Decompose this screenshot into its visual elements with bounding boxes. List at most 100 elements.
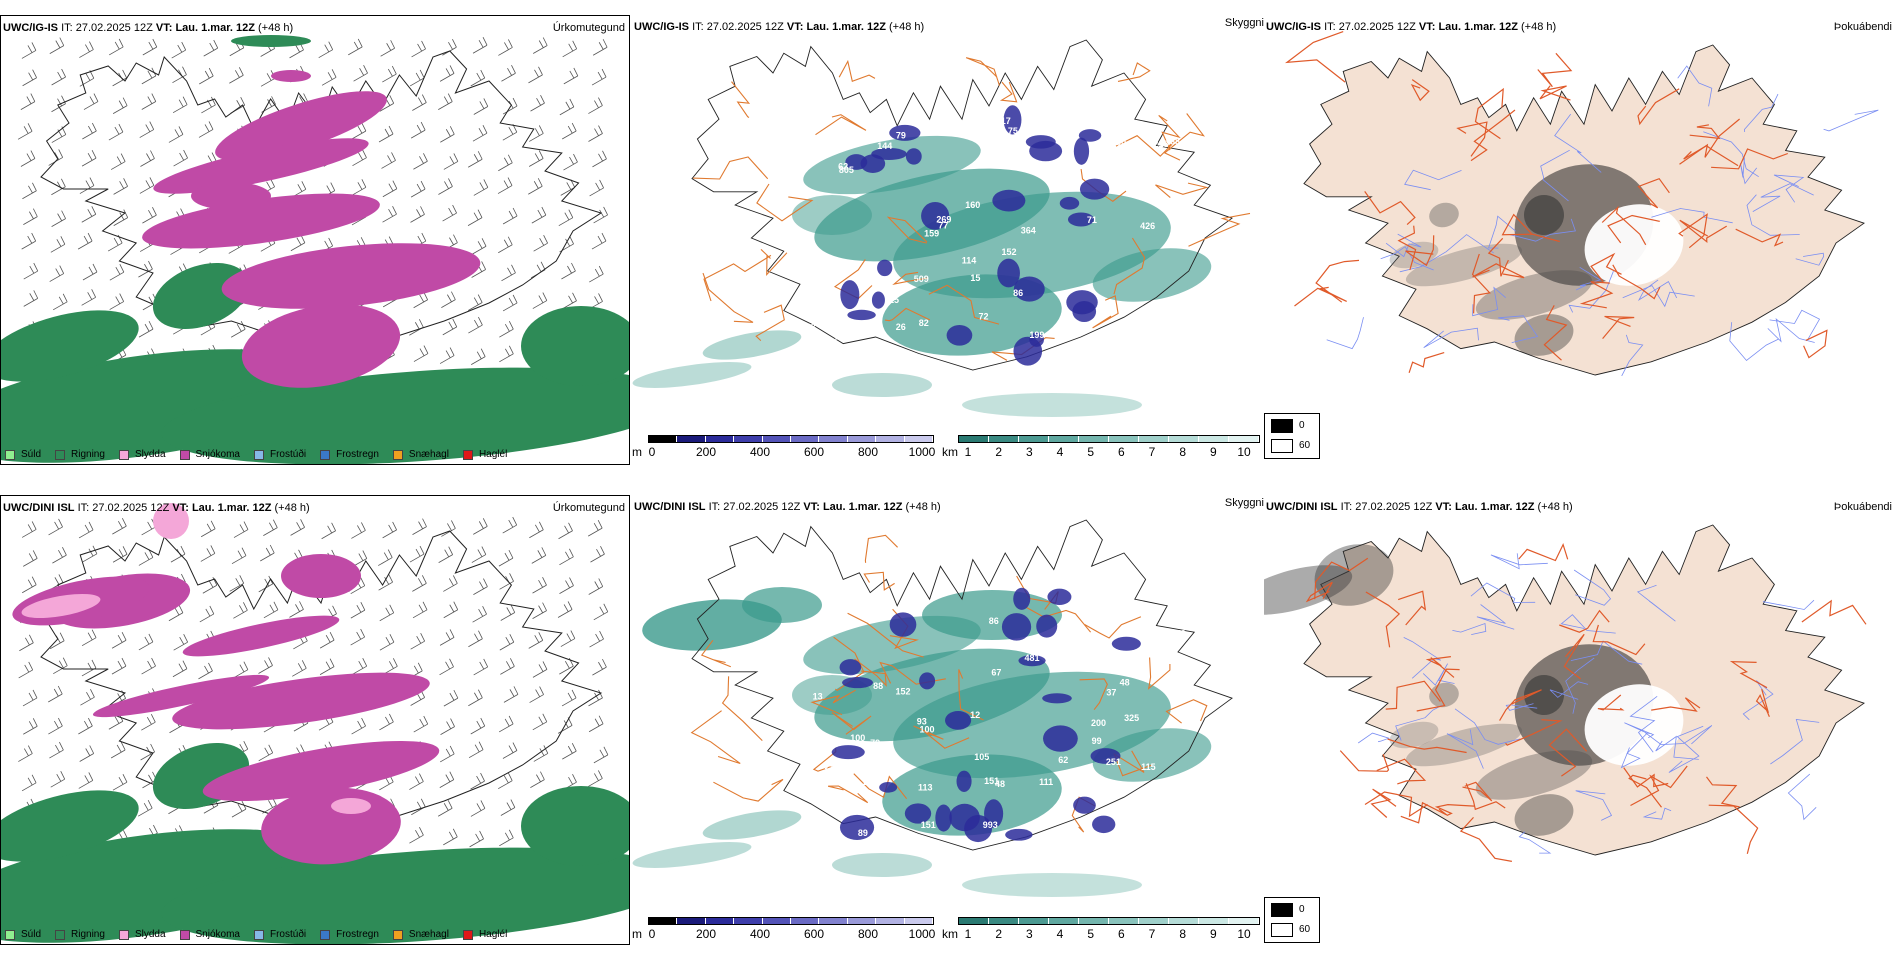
fog-legend-swatch <box>1271 439 1293 453</box>
altitude-label: 89 <box>858 828 868 838</box>
colorbar-tick: 2 <box>995 927 1002 941</box>
colorbar-tick: 4 <box>1056 927 1064 941</box>
altitude-label: 55 <box>893 758 903 768</box>
altitude-label: 12 <box>970 710 980 720</box>
altitude-label: 51 <box>1165 803 1175 813</box>
legend-label: Slydda <box>134 449 166 460</box>
legend-label: Frostúði <box>269 449 307 460</box>
altitude-label: 993 <box>983 820 998 830</box>
panel-header: UWC/DINI ISL IT: 27.02.2025 12Z VT: Lau.… <box>3 502 310 514</box>
precip-type-legend: Súld Rigning Slydda Snjókoma Frostúði Frostre… <box>5 929 521 940</box>
altitude-label: 100 <box>920 724 935 734</box>
legend-item: Frostúði <box>253 929 306 940</box>
colorbar-tick: 6 <box>1117 445 1125 459</box>
colorbar-tick: 7 <box>1148 927 1156 941</box>
colorbar-tick: 600 <box>803 445 825 459</box>
legend-swatch <box>462 449 473 460</box>
altitude-label: 23 <box>1020 149 1030 159</box>
panel-title-cloud: Skyggni <box>1224 497 1264 509</box>
altitude-label: 200 <box>1111 138 1126 148</box>
panel-header: UWC/IG-IS IT: 27.02.2025 12Z VT: Lau. 1.… <box>3 22 294 34</box>
precip-type-panel: UWC/IG-IS IT: 27.02.2025 12Z VT: Lau. 1.… <box>0 15 630 465</box>
fog-legend: 0 60 <box>1264 897 1320 943</box>
panel-title-fog: Þokuábendi <box>1833 501 1892 513</box>
altitude-label: 509 <box>914 274 929 284</box>
altitude-label: 251 <box>1106 757 1121 767</box>
legend-label: Snæhagl <box>408 929 449 940</box>
altitude-label: 111 <box>1039 777 1053 787</box>
altitude-label: 156 <box>1072 649 1087 659</box>
fog-panel: UWC/IG-IS IT: 27.02.2025 12Z VT: Lau. 1.… <box>1264 15 1900 465</box>
fog-legend-swatch <box>1271 903 1293 917</box>
colorbar-tick: 0 <box>648 927 656 941</box>
legend-label: Súld <box>21 449 42 460</box>
colorbar-tick: 7 <box>1148 445 1156 459</box>
colorbar-tick: 2 <box>995 445 1002 459</box>
altitude-label: 100 <box>850 733 865 743</box>
legend-item: Frostregn <box>320 929 379 940</box>
fog-legend-label: 60 <box>1299 924 1311 935</box>
panel-title-precip-type: Úrkomutegund <box>552 502 625 514</box>
legend-item: Snjókoma <box>179 929 240 940</box>
altitude-label: 114 <box>962 256 977 266</box>
fog-legend-swatch <box>1271 419 1293 433</box>
legend-item: Slydda <box>118 929 166 940</box>
altitude-label: 18 <box>850 599 860 609</box>
legend-item: Snæhagl <box>392 929 449 940</box>
altitude-label: 113 <box>918 783 933 793</box>
panel-title-cloud: Skyggni <box>1224 17 1264 29</box>
altitude-label: 115 <box>885 295 900 305</box>
legend-swatch <box>253 929 264 940</box>
legend-label: Snjókoma <box>195 929 240 940</box>
fog-map <box>1284 31 1879 377</box>
altitude-label: 62 <box>1058 755 1068 765</box>
legend-item: Haglél <box>462 929 507 940</box>
legend-item: Haglél <box>462 449 508 460</box>
fog-legend: 0 60 <box>1264 413 1320 459</box>
colorbar-tick: 5 <box>1087 927 1094 941</box>
legend-swatch <box>392 449 403 460</box>
fog-panel: UWC/DINI ISL IT: 27.02.2025 12Z VT: Lau.… <box>1264 495 1900 945</box>
legend-item: Rigning <box>55 929 105 940</box>
altitude-label: 111 <box>893 830 907 840</box>
precip-type-map <box>1 35 629 464</box>
legend-item: Frostúði <box>253 449 307 460</box>
legend-label: Snjókoma <box>195 449 240 460</box>
altitude-label: 103 <box>835 332 850 342</box>
precip-type-legend: Súld Rigning Slydda Snjókoma Frostúði Frostre… <box>5 449 521 460</box>
altitude-label: 48 <box>995 779 1005 789</box>
altitude-label: 59 <box>834 770 844 780</box>
altitude-label: 77 <box>938 221 948 231</box>
altitude-label: 99 <box>1092 736 1102 746</box>
altitude-label: 62 <box>838 161 848 171</box>
altitude-label: 72 <box>979 311 989 321</box>
legend-item: Slydda <box>118 449 166 460</box>
altitude-label: 154 <box>862 777 877 787</box>
colorbar-tick: 8 <box>1179 445 1186 459</box>
legend-label: Haglél <box>478 449 508 460</box>
altitude-label: 13 <box>813 692 823 702</box>
legend-label: Súld <box>21 929 42 940</box>
colorbar-tick: 800 <box>857 445 879 459</box>
altitude-label: 269 <box>936 215 951 225</box>
altitude-label: 152 <box>896 687 911 697</box>
altitude-label: 15 <box>970 273 980 283</box>
panel-header: UWC/DINI ISL IT: 27.02.2025 12Z VT: Lau.… <box>1266 501 1573 513</box>
colorbar-tick: 600 <box>803 927 825 941</box>
panel-title-precip-type: Úrkomutegund <box>552 22 625 34</box>
colorbar-tick: 1 <box>964 927 972 941</box>
precip-type-panel: UWC/DINI ISL IT: 27.02.2025 12Z VT: Lau.… <box>0 495 630 945</box>
legend-swatch <box>320 449 331 460</box>
altitude-label: 364 <box>1021 225 1036 235</box>
legend-label: Frostregn <box>336 929 379 940</box>
legend-item: Snæhagl <box>392 449 449 460</box>
colorbar-tick: 800 <box>857 927 879 941</box>
colorbar-tick: 200 <box>695 927 717 941</box>
colorbar-tick: 3 <box>1025 927 1033 941</box>
altitude-label: 88 <box>873 681 883 691</box>
colorbar-tick: 1 <box>964 445 972 459</box>
altitude-label: 151 <box>921 820 936 830</box>
legend-swatch <box>118 449 129 460</box>
altitude-label: 79 <box>1176 628 1186 638</box>
colorbar-unit: km <box>942 927 958 941</box>
